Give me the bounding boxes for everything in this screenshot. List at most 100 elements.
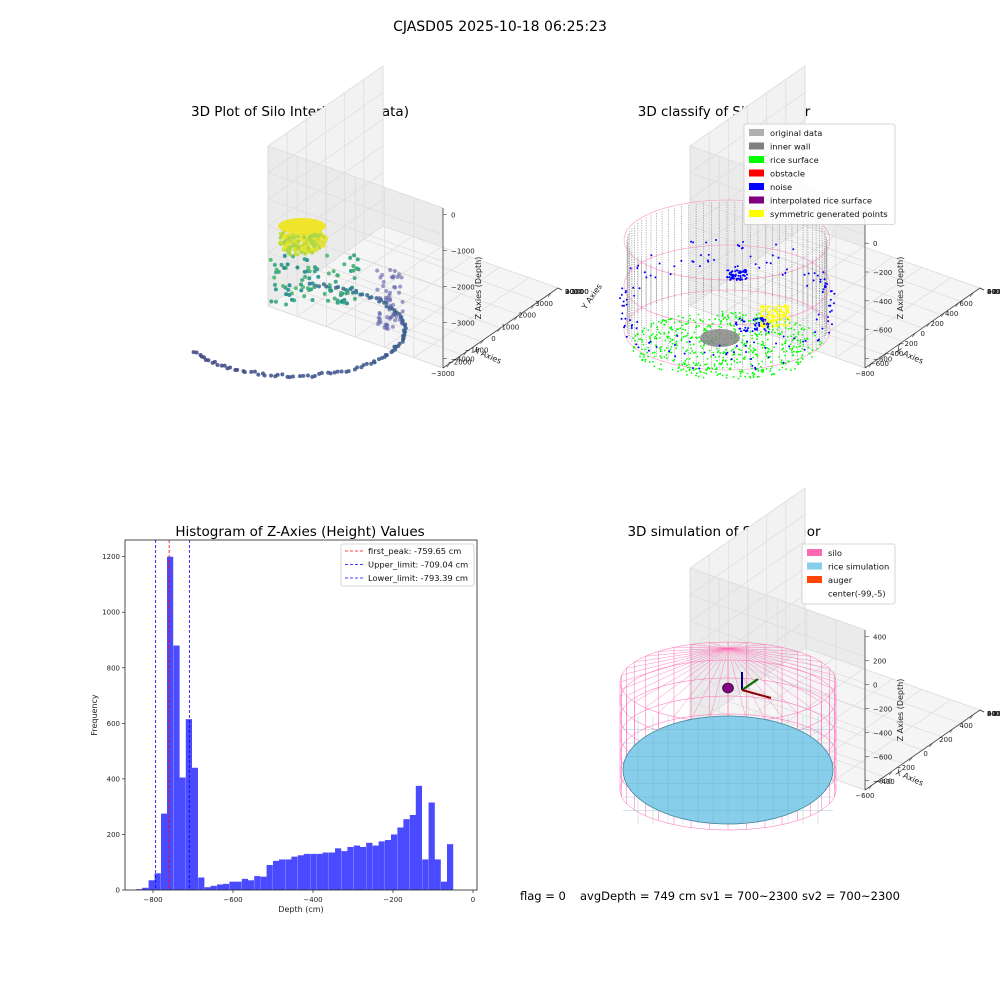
cls-rice-surface-point xyxy=(786,335,789,338)
sim-legend-label: silo xyxy=(828,548,842,558)
cls-legend-swatch xyxy=(749,196,764,204)
cls-rice-surface-point xyxy=(781,331,783,333)
cls-z-tick-label: −600 xyxy=(873,327,892,335)
cls-rice-surface-point xyxy=(754,353,757,356)
raw-y-tick-label: 1000 xyxy=(565,288,583,296)
raw-point xyxy=(291,254,296,259)
cls-noise-point xyxy=(750,357,753,360)
hist-bar xyxy=(291,856,298,890)
cls-noise-point xyxy=(629,319,632,322)
cls-noise-point xyxy=(669,273,672,276)
cls-rice-surface-point xyxy=(765,332,768,335)
cls-noise-point xyxy=(734,270,737,273)
cls-rice-surface-point xyxy=(751,334,753,337)
raw-point xyxy=(292,239,296,243)
raw-point xyxy=(282,265,287,270)
cls-noise-point xyxy=(829,298,832,301)
cls-rice-surface-point xyxy=(748,358,751,360)
cls-symmetric-point xyxy=(781,310,784,313)
cls-noise-point xyxy=(769,262,772,265)
cls-gridline xyxy=(835,277,952,358)
sim-y-tick-label: 0 xyxy=(987,710,991,718)
raw-point xyxy=(272,275,277,280)
cls-noise-point xyxy=(782,335,785,338)
cls-rice-surface-point xyxy=(655,334,658,336)
cls-noise-point xyxy=(788,345,791,348)
cls-rice-surface-point xyxy=(696,355,699,358)
cls-rice-surface-point xyxy=(807,346,810,349)
cls-rice-surface-point xyxy=(671,368,674,371)
raw-point xyxy=(399,314,404,319)
cls-rice-surface-point xyxy=(770,361,772,363)
cls-symmetric-point xyxy=(779,310,782,313)
cls-rice-surface-point xyxy=(788,347,791,350)
cls-symmetric-point xyxy=(771,321,774,324)
cls-symmetric-point xyxy=(765,310,768,313)
raw-point xyxy=(372,360,377,365)
cls-legend-label: noise xyxy=(770,182,792,192)
raw-point xyxy=(342,262,347,267)
cls-rice-surface-point xyxy=(698,336,700,339)
cls-z-tick-label: −800 xyxy=(873,355,892,363)
cls-rice-surface-point xyxy=(793,345,795,348)
cls-noise-point xyxy=(635,343,638,346)
cls-rice-surface-point xyxy=(724,351,726,354)
cls-rice-surface-point xyxy=(732,312,734,315)
panel-raw-data-3d: 3D Plot of Silo Interior(row data)−3000−… xyxy=(191,65,604,380)
raw-z-tick-label: −2000 xyxy=(451,283,475,291)
hist-y-tick-label: 400 xyxy=(107,775,120,783)
cls-rice-surface-point xyxy=(741,369,744,371)
cls-noise-point xyxy=(712,353,715,356)
cls-rice-surface-point xyxy=(665,346,668,349)
cls-silo-ring xyxy=(623,199,831,281)
cls-rice-surface-point xyxy=(634,339,637,342)
cls-noise-point xyxy=(736,265,739,268)
sim-z-tick-label: −200 xyxy=(873,705,892,713)
cls-rice-surface-point xyxy=(677,328,679,331)
cls-noise-point xyxy=(826,315,829,318)
cls-rice-surface-point xyxy=(680,337,683,340)
cls-x-axis-label: X Axies xyxy=(894,346,925,366)
raw-point xyxy=(369,361,374,366)
cls-noise-point xyxy=(830,323,833,326)
cls-silo-ring xyxy=(623,289,831,371)
hist-bar xyxy=(310,853,317,890)
cls-symmetric-point xyxy=(768,305,771,308)
cls-noise-point xyxy=(826,283,829,286)
cls-noise-point xyxy=(735,345,738,348)
raw-point xyxy=(393,318,398,323)
cls-rice-surface-point xyxy=(698,340,701,343)
cls-x-tick-label: 400 xyxy=(945,310,958,318)
cls-symmetric-point xyxy=(759,307,762,310)
raw-point xyxy=(294,234,299,239)
cls-symmetric-point xyxy=(774,320,777,323)
hist-bar xyxy=(378,841,385,890)
cls-rice-surface-point xyxy=(750,367,753,370)
raw-point xyxy=(333,279,338,284)
cls-symmetric-point xyxy=(762,314,765,317)
cls-rice-surface-point xyxy=(695,362,698,365)
cls-rice-surface-point xyxy=(695,326,697,329)
panel-histogram: Histogram of Z-Axies (Height) Values −800… xyxy=(90,524,478,914)
cls-rice-surface-point xyxy=(711,367,714,370)
cls-rice-surface-point xyxy=(700,351,702,354)
cls-rice-surface-point xyxy=(738,370,741,373)
cls-noise-point xyxy=(676,334,679,337)
cls-noise-point xyxy=(735,323,738,326)
cls-rice-surface-point xyxy=(695,374,697,377)
sim-gridline xyxy=(689,514,806,595)
hist-legend-label: first_peak: -759.65 cm xyxy=(368,546,461,556)
sim-legend-swatch xyxy=(807,562,822,570)
cls-rice-surface-point xyxy=(682,328,684,331)
cls-noise-point xyxy=(620,293,623,296)
cls-rice-surface-point xyxy=(797,331,800,333)
cls-noise-point xyxy=(754,318,757,321)
cls-rice-surface-point xyxy=(727,316,730,319)
raw-point xyxy=(279,262,284,267)
cls-rice-surface-point xyxy=(766,338,769,341)
cls-noise-point xyxy=(816,274,819,277)
cls-z-tick-label: 0 xyxy=(873,240,877,248)
panel-simulation-3d: 3D simulation of Silo Interior−600−400−2… xyxy=(619,487,1000,831)
cls-rice-surface-point xyxy=(638,338,640,341)
cls-noise-point xyxy=(692,260,695,263)
